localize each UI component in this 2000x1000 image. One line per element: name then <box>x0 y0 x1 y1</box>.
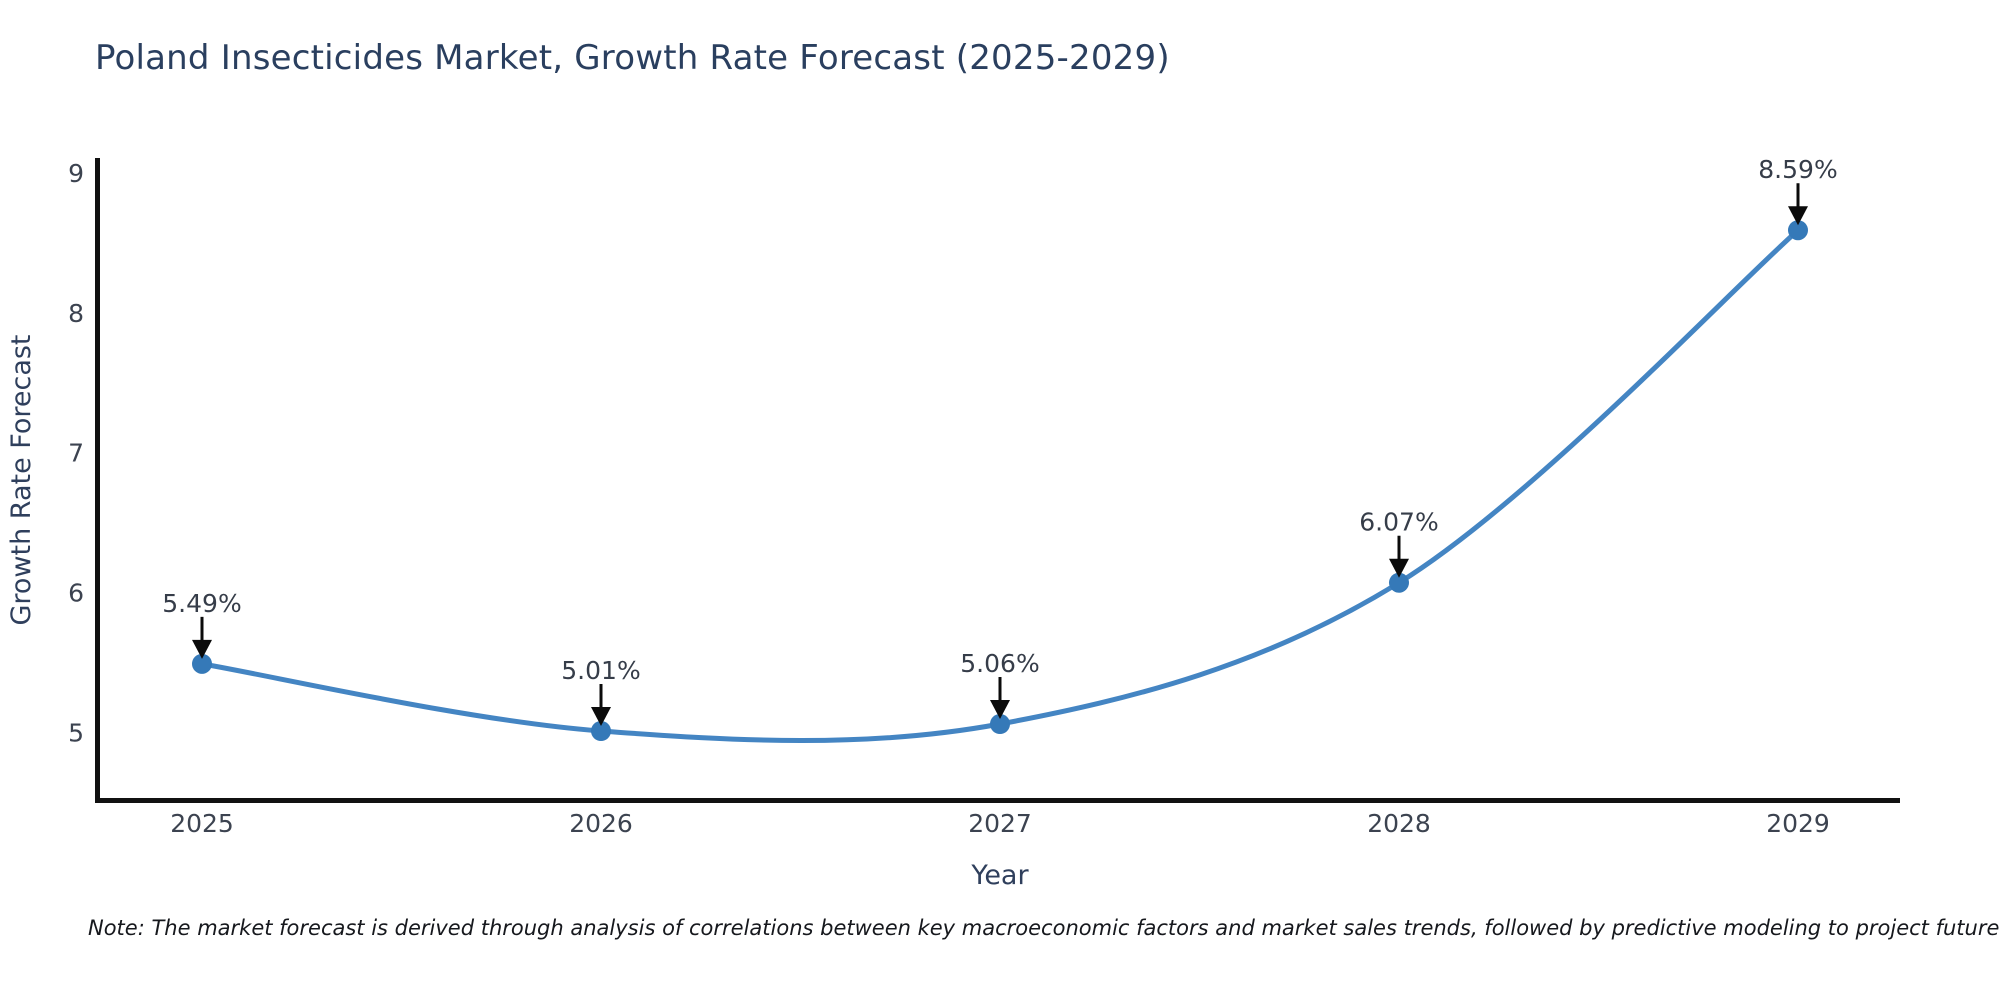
x-tick-label: 2029 <box>1766 809 1830 838</box>
x-tick-label: 2027 <box>968 809 1032 838</box>
footnote: Note: The market forecast is derived thr… <box>88 916 2000 940</box>
y-tick-label: 8 <box>68 299 84 328</box>
y-tick-label: 6 <box>68 579 84 608</box>
point-value-label: 8.59% <box>1758 155 1837 184</box>
point-value-label: 5.06% <box>960 649 1039 678</box>
data-point-marker <box>1788 220 1808 241</box>
annotation-arrowhead <box>591 707 611 727</box>
chart-title: Poland Insecticides Market, Growth Rate … <box>95 38 1170 78</box>
point-value-label: 5.49% <box>162 589 241 618</box>
data-point-marker <box>192 653 212 674</box>
point-annotations: 5.49% 5.01% 5.06% 6.07% 8.59% <box>162 155 1838 727</box>
data-point-marker <box>591 721 611 742</box>
x-tick-label: 2026 <box>569 809 633 838</box>
annotation-arrowhead <box>192 639 212 659</box>
y-axis-title: Growth Rate Forecast <box>6 334 37 625</box>
y-tick-label: 5 <box>68 718 84 747</box>
annotation-arrowhead <box>1389 558 1409 578</box>
y-axis-spine <box>95 158 100 803</box>
y-tick-label: 7 <box>68 439 84 468</box>
series-growth-rate <box>192 220 1808 744</box>
x-axis-title: Year <box>970 860 1029 891</box>
annotation-arrowhead <box>1788 206 1808 226</box>
y-tick-label: 9 <box>68 159 84 188</box>
point-value-label: 6.07% <box>1359 508 1438 537</box>
point-value-label: 5.01% <box>561 656 640 685</box>
data-point-marker <box>1389 572 1409 593</box>
x-tick-label: 2025 <box>170 809 234 838</box>
annotation-arrowhead <box>990 700 1010 720</box>
x-axis-spine <box>95 798 1900 803</box>
axis-tick-labels: 5 6 7 8 9 2025 2026 2027 2028 2029 <box>68 159 1830 838</box>
data-point-marker <box>990 714 1010 735</box>
x-tick-label: 2028 <box>1367 809 1431 838</box>
